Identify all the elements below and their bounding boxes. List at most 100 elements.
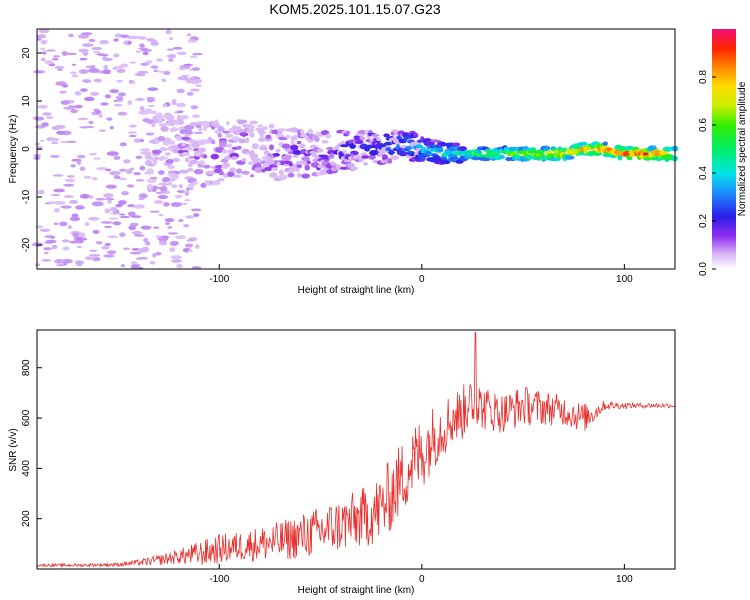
spectrogram-cell [44,60,54,65]
spectrogram-cell [391,129,399,133]
spectrogram-cell [192,67,200,71]
spectrogram-cell [647,145,657,152]
spectrogram-cell [320,130,330,136]
spectrogram-cell [158,240,167,246]
spectrogram-cell [617,154,623,161]
colorbar-label: Normalized spectral amplitude [737,81,748,216]
spectrogram-cell [160,126,169,132]
spectrogram-cell [148,39,158,43]
spectrogram-cell [192,181,199,185]
spectrogram-cell [265,134,272,139]
spectrogram-cell [91,177,98,181]
spectrogram-cell [69,71,78,74]
spectrogram-cell [181,136,190,141]
spectrogram-cell [202,164,211,169]
spectrogram-cell [235,168,243,174]
spectrogram-cell [175,235,187,240]
spectrogram-cell [193,213,200,217]
colorbar: 0.0 0.2 0.4 0.6 0.8 Normalized spectral ampl… [698,29,748,276]
spectrogram-cell [140,225,152,230]
spectrogram-cell [157,70,167,73]
spectrogram-cell [181,152,191,157]
spectrogram-cell [133,138,141,143]
spectrogram-cell [165,222,170,225]
spectrogram-cell [104,242,111,247]
spectrogram-cell [75,205,85,210]
spectrogram-cell [156,237,167,240]
spectrogram-cell [82,79,92,83]
spectrogram-cell [80,88,88,92]
y-tick-label: 20 [21,47,32,59]
spectrogram-cell [217,133,222,138]
colorbar-ticks: 0.0 0.2 0.4 0.6 0.8 [698,70,716,276]
spectrogram-cell [197,147,206,153]
spectrogram-cell [78,69,89,74]
spectrogram-cell [119,232,126,238]
spectrogram-cell [63,195,74,198]
spectrogram-cell [180,116,185,121]
spectrogram-cell [59,90,67,94]
spectrogram-cell [67,225,73,229]
spectrogram-cell [248,161,253,166]
spectrogram-cell [158,213,164,216]
spectrogram-cell [178,67,186,71]
spectrogram-cell [127,40,132,45]
spectrogram-cell [167,140,175,145]
spectrogram-cell [176,102,187,108]
spectrogram-cell [287,173,295,178]
spectrogram-cell [107,235,119,239]
x-tick-label: 100 [616,574,633,585]
colorbar-tick-label: 0.4 [698,166,709,180]
spectrogram-cell [440,142,447,147]
spectrogram-cell [67,175,75,178]
spectrogram-cell [164,152,171,156]
spectrogram-cell [61,51,68,56]
spectrogram-cell [198,160,206,165]
spectrogram-cell [53,208,60,213]
spectrogram-cell [121,191,129,196]
spectrogram-cell [62,246,70,251]
spectrogram-cell [74,260,85,265]
spectrogram-cell [50,194,61,197]
spectrogram-cell [227,171,235,177]
spectrogram-cell [102,56,108,61]
spectrogram-cell [39,139,45,142]
spectrogram-cell [410,153,415,157]
snr-series-line [36,332,676,569]
spectrogram-cell [112,67,118,70]
spectrogram-cell [85,65,96,68]
spectrogram-cell [139,138,144,143]
spectrogram-cell [103,193,114,198]
spectrogram-cell [129,81,136,85]
spectrogram-cell [91,201,104,207]
spectrogram-cell [349,143,356,149]
spectrogram-cell [110,206,117,212]
spectrogram-cell [217,126,225,132]
spectrogram-cell [249,120,258,125]
spectrogram-cell [281,143,291,149]
spectrogram-cell [452,142,461,147]
spectrogram-cell [60,100,70,105]
spectrogram-cell [39,228,51,232]
spectrogram-cell [99,40,109,45]
spectrogram-cell [53,188,65,193]
spectrogram-cell [95,110,102,115]
spectrogram-cell [241,170,250,175]
spectrogram-cell [169,240,180,246]
x-tick-label: 0 [419,274,425,285]
spectrogram-cell [101,246,110,250]
spectrogram-cell [642,152,649,156]
spectrogram-cell [105,184,117,189]
spectrogram-cell [290,144,299,151]
spectrogram-cell [150,41,159,46]
spectrogram-cell [156,235,161,238]
spectrogram-cell [177,120,185,125]
spectrogram-cell [328,152,335,159]
spectrogram-cell [60,140,68,144]
spectrogram-cell [171,184,178,189]
spectrogram-cell [45,116,54,119]
spectrogram-cell [167,226,173,229]
spectrogram-cell [249,132,255,138]
spectrogram-cell [327,149,336,155]
